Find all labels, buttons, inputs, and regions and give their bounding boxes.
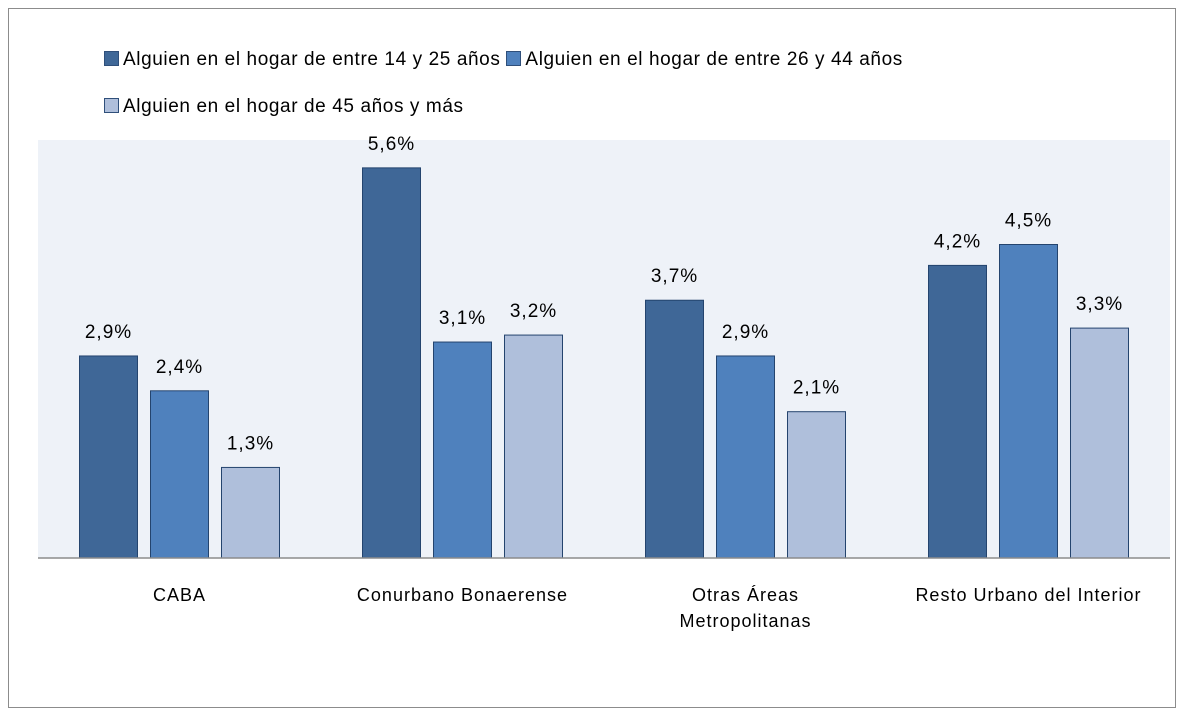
value-label: 4,2% bbox=[934, 231, 981, 252]
legend-swatch bbox=[506, 51, 522, 66]
bar bbox=[221, 466, 280, 559]
bar bbox=[433, 341, 492, 559]
bar bbox=[1070, 327, 1129, 559]
x-tick-label: Conurbano Bonaerense bbox=[356, 585, 569, 605]
value-label: 2,9% bbox=[85, 322, 132, 343]
value-label: 2,4% bbox=[156, 357, 203, 378]
bar bbox=[362, 167, 421, 559]
x-tick-label: Resto Urbano del Interior bbox=[915, 585, 1142, 605]
value-label: 3,1% bbox=[439, 308, 486, 329]
bar bbox=[150, 390, 209, 559]
value-label: 3,7% bbox=[651, 266, 698, 287]
legend-label: Alguien en el hogar de entre 26 y 44 año… bbox=[525, 49, 903, 70]
chart: 2,9% 2,4% 1,3% 5,6% 3,1% 3,2% 3,7% 2,9% 2,1% 4,2%… bbox=[38, 134, 1170, 559]
page: {"chart_data": { "type": "bar", "categor… bbox=[8, 8, 1176, 708]
bar bbox=[504, 334, 563, 559]
x-tick-label: Otras Áreas Metropolitanas bbox=[679, 585, 812, 631]
bar bbox=[645, 299, 704, 559]
value-label: 2,1% bbox=[793, 378, 840, 399]
legend-item: Alguien en el hogar de 45 años y más bbox=[104, 83, 464, 130]
value-label: 3,2% bbox=[510, 301, 557, 322]
bar bbox=[999, 244, 1058, 559]
bar bbox=[787, 411, 846, 559]
bar bbox=[79, 355, 138, 559]
bar bbox=[716, 355, 775, 559]
legend-label: Alguien en el hogar de entre 14 y 25 año… bbox=[123, 49, 501, 70]
bar bbox=[928, 264, 987, 559]
value-label: 3,3% bbox=[1076, 294, 1123, 315]
value-label: 4,5% bbox=[1005, 211, 1052, 232]
legend-item: Alguien en el hogar de entre 14 y 25 año… bbox=[104, 36, 500, 83]
legend-item: Alguien en el hogar de entre 26 y 44 año… bbox=[506, 36, 902, 83]
legend-swatch bbox=[104, 51, 119, 66]
value-label: 1,3% bbox=[227, 433, 274, 454]
legend: Alguien en el hogar de entre 14 y 25 año… bbox=[104, 36, 1164, 130]
legend-label: Alguien en el hogar de 45 años y más bbox=[123, 96, 464, 117]
value-label: 5,6% bbox=[368, 134, 415, 155]
legend-swatch bbox=[104, 98, 119, 113]
value-label: 2,9% bbox=[722, 322, 769, 343]
x-tick-label: CABA bbox=[152, 585, 207, 605]
